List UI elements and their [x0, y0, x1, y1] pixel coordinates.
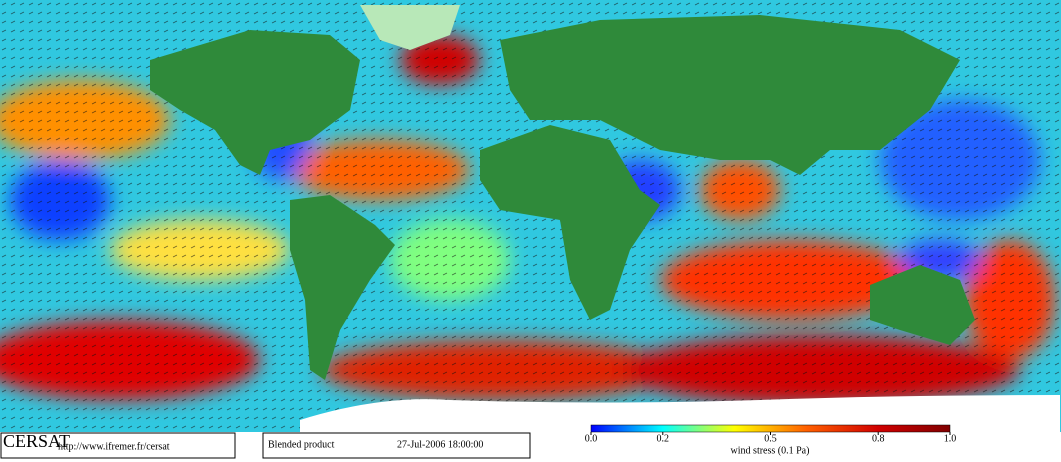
colorbar-tick-label: 0.8 [872, 433, 885, 444]
url: http://www.ifremer.fr/cersat [58, 441, 170, 452]
land [150, 5, 1060, 432]
colorbar-tick-label: 0.5 [764, 433, 777, 444]
product-datetime: 27-Jul-2006 18:00:00 [397, 439, 483, 450]
product-box [262, 432, 531, 459]
colorbar-tick-label: 0.2 [657, 433, 670, 444]
logo-box [0, 432, 236, 459]
logo: CERSAT [3, 431, 70, 451]
colorbar-tick-label: 0.0 [585, 433, 598, 444]
colorbar [590, 424, 951, 433]
product-name: Blended product [268, 439, 335, 450]
colorbar-tick-label: 1.0 [944, 433, 957, 444]
colorbar-title: wind stress (0.1 Pa) [731, 445, 810, 456]
